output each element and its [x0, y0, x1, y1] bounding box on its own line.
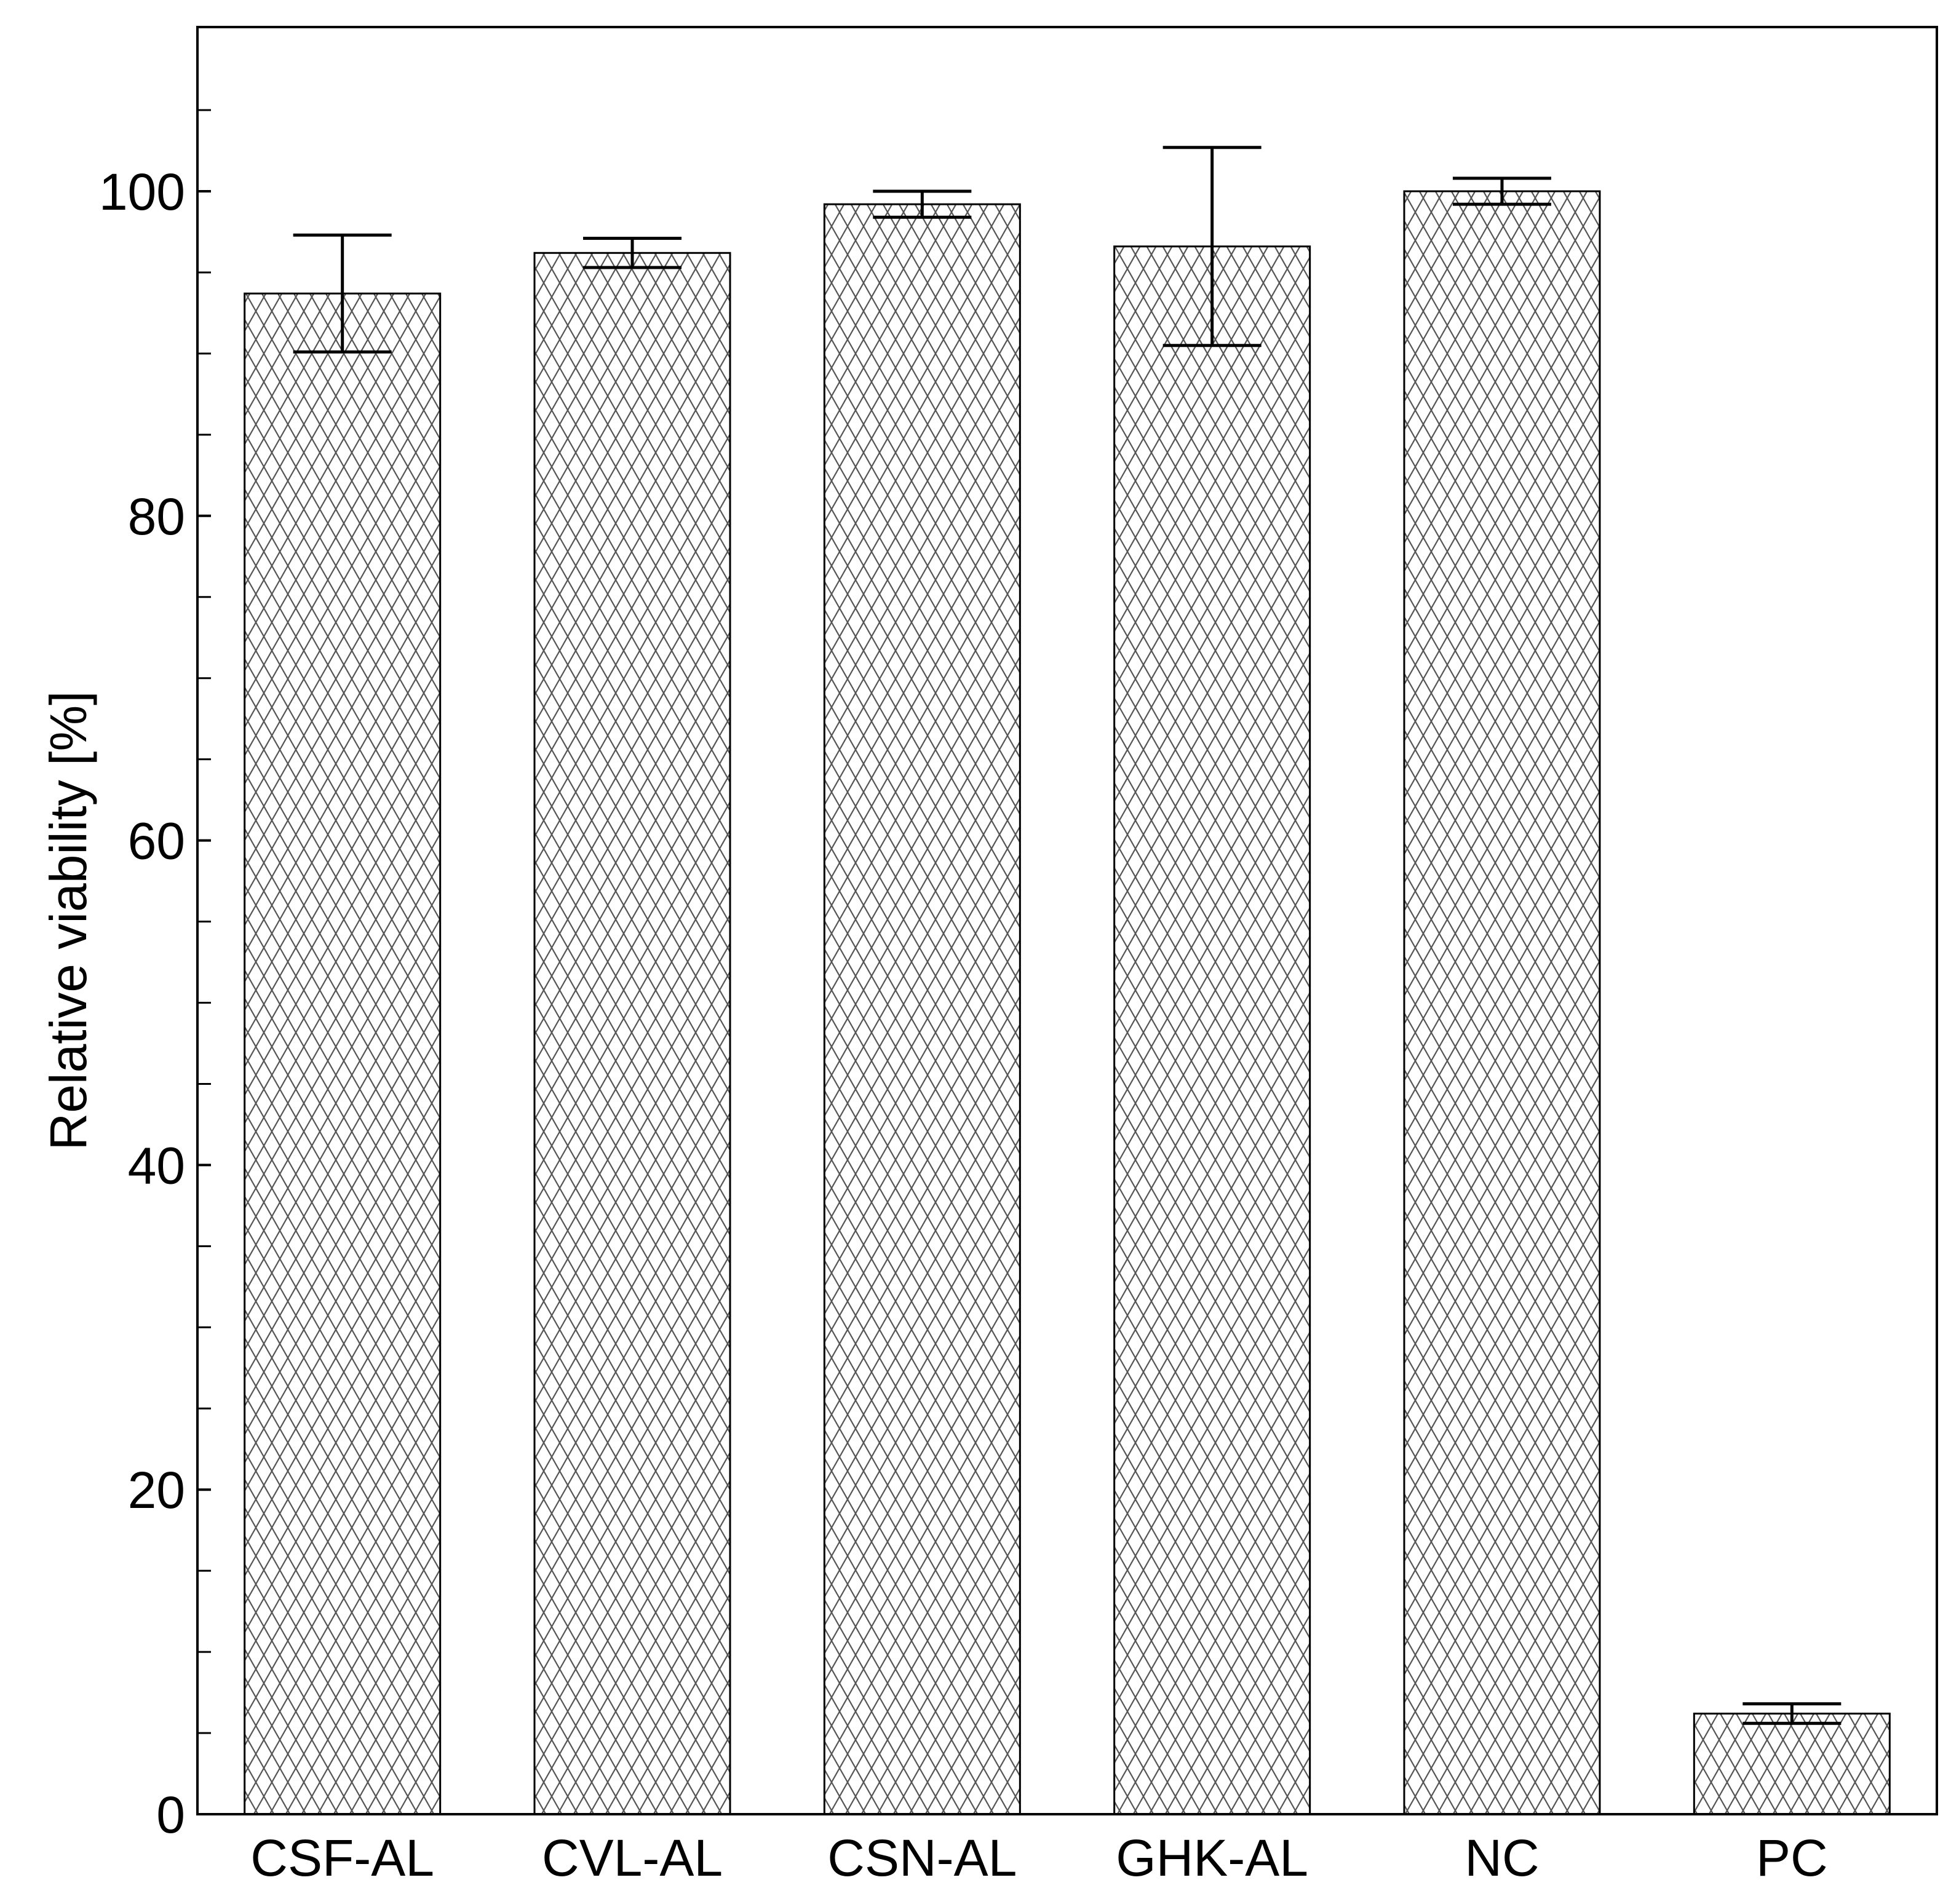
x-tick-label-nc: NC — [1464, 1829, 1539, 1887]
error-bar-cvl-al — [583, 237, 681, 269]
y-tick-label: 20 — [128, 1461, 185, 1519]
error-bar-csn-al — [873, 189, 972, 219]
x-tick-label-pc: PC — [1756, 1829, 1828, 1887]
bar-ghk-al — [1113, 245, 1311, 1815]
y-axis-title: Relative viability [%] — [39, 691, 97, 1151]
x-tick-label-csn-al: CSN-AL — [827, 1829, 1017, 1887]
x-axis: CSF-AL CVL-AL CSN-AL GHK-AL NC PC — [250, 1829, 1827, 1887]
y-tick-label: 60 — [128, 812, 185, 870]
bar-cvl-al — [533, 252, 731, 1815]
error-bar-csf-al — [293, 233, 392, 354]
bar-csn-al — [823, 203, 1021, 1815]
bar-csf-al — [244, 292, 442, 1815]
bar-nc — [1403, 190, 1601, 1815]
y-tick-label: 40 — [128, 1136, 185, 1194]
error-bar-ghk-al — [1162, 146, 1262, 347]
error-bar-nc — [1453, 177, 1551, 206]
error-bar-pc — [1742, 1702, 1842, 1725]
plot-frame — [196, 26, 1938, 1815]
bar-pc — [1693, 1712, 1891, 1815]
x-tick-label-ghk-al: GHK-AL — [1116, 1829, 1308, 1887]
x-tick-label-cvl-al: CVL-AL — [542, 1829, 723, 1887]
error-bars-layer — [293, 146, 1842, 1725]
x-tick-label-csf-al: CSF-AL — [250, 1829, 434, 1887]
y-tick-label: 0 — [156, 1786, 185, 1844]
y-tick-label: 100 — [99, 163, 185, 221]
y-axis: 0 20 40 60 80 100 — [99, 109, 211, 1844]
bars-layer — [244, 190, 1891, 1815]
y-tick-label: 80 — [128, 488, 185, 545]
